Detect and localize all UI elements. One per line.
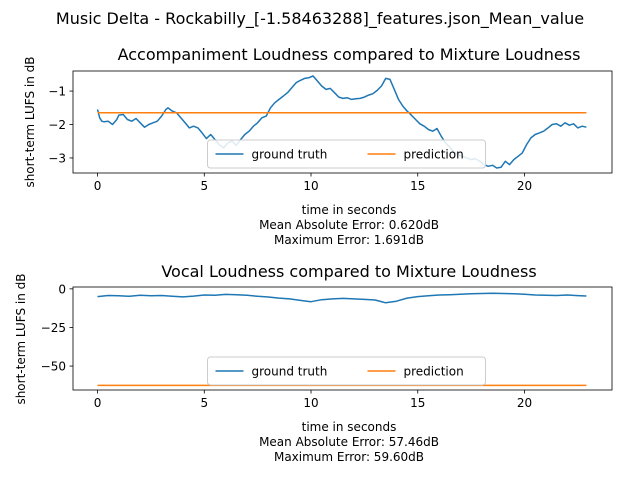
accompaniment-legend-label-prediction: prediction	[404, 148, 464, 162]
accompaniment-title: Accompaniment Loudness compared to Mixtu…	[118, 45, 581, 64]
accompaniment-ytick-label: −3	[48, 151, 66, 165]
accompaniment-xtick-label: 5	[200, 179, 208, 193]
vocal-ytick-label: 0	[58, 282, 66, 296]
vocal-mae-text: Mean Absolute Error: 57.46dB	[259, 435, 439, 449]
accompaniment-xtick-label: 0	[94, 179, 102, 193]
vocal-panel: Vocal Loudness compared to Mixture Loudn…	[14, 262, 613, 464]
vocal-legend-label-ground-truth: ground truth	[252, 365, 328, 379]
vocal-xtick-label: 20	[517, 396, 532, 410]
vocal-xtick-label: 10	[303, 396, 318, 410]
accompaniment-panel: Accompaniment Loudness compared to Mixtu…	[23, 45, 613, 247]
accompaniment-max-error-text: Maximum Error: 1.691dB	[274, 233, 424, 247]
accompaniment-legend: ground truth prediction	[207, 139, 486, 169]
accompaniment-legend-box	[207, 139, 486, 169]
vocal-ylabel: short-term LUFS in dB	[14, 273, 28, 404]
vocal-xtick-label: 5	[200, 396, 208, 410]
accompaniment-xtick-label: 10	[303, 179, 318, 193]
accompaniment-plot-area: 0 5 10 15 20 −1 −2 −3	[48, 70, 613, 193]
accompaniment-axes-frame	[72, 70, 613, 174]
vocal-legend: ground truth prediction	[207, 356, 486, 386]
vocal-ytick-label: −25	[41, 321, 66, 335]
figure-suptitle: Music Delta - Rockabilly_[-1.58463288]_f…	[56, 9, 584, 29]
vocal-title: Vocal Loudness compared to Mixture Loudn…	[161, 262, 536, 281]
vocal-legend-box	[207, 356, 486, 386]
vocal-ytick-label: −50	[41, 360, 66, 374]
vocal-xlabel: time in seconds	[302, 420, 397, 434]
accompaniment-mae-text: Mean Absolute Error: 0.620dB	[259, 218, 439, 232]
accompaniment-xtick-label: 20	[517, 179, 532, 193]
vocal-legend-label-prediction: prediction	[404, 365, 464, 379]
accompaniment-ytick-label: −1	[48, 85, 66, 99]
accompaniment-legend-label-ground-truth: ground truth	[252, 148, 328, 162]
accompaniment-ytick-label: −2	[48, 118, 66, 132]
vocal-ground-truth-line	[97, 292, 587, 304]
vocal-max-error-text: Maximum Error: 59.60dB	[274, 450, 424, 464]
accompaniment-ground-truth-line	[96, 75, 587, 169]
vocal-xtick-label: 15	[410, 396, 425, 410]
accompaniment-xtick-label: 15	[410, 179, 425, 193]
accompaniment-xlabel: time in seconds	[302, 203, 397, 217]
accompaniment-ylabel: short-term LUFS in dB	[23, 56, 37, 187]
vocal-xtick-label: 0	[94, 396, 102, 410]
vocal-axes-frame	[72, 286, 613, 391]
